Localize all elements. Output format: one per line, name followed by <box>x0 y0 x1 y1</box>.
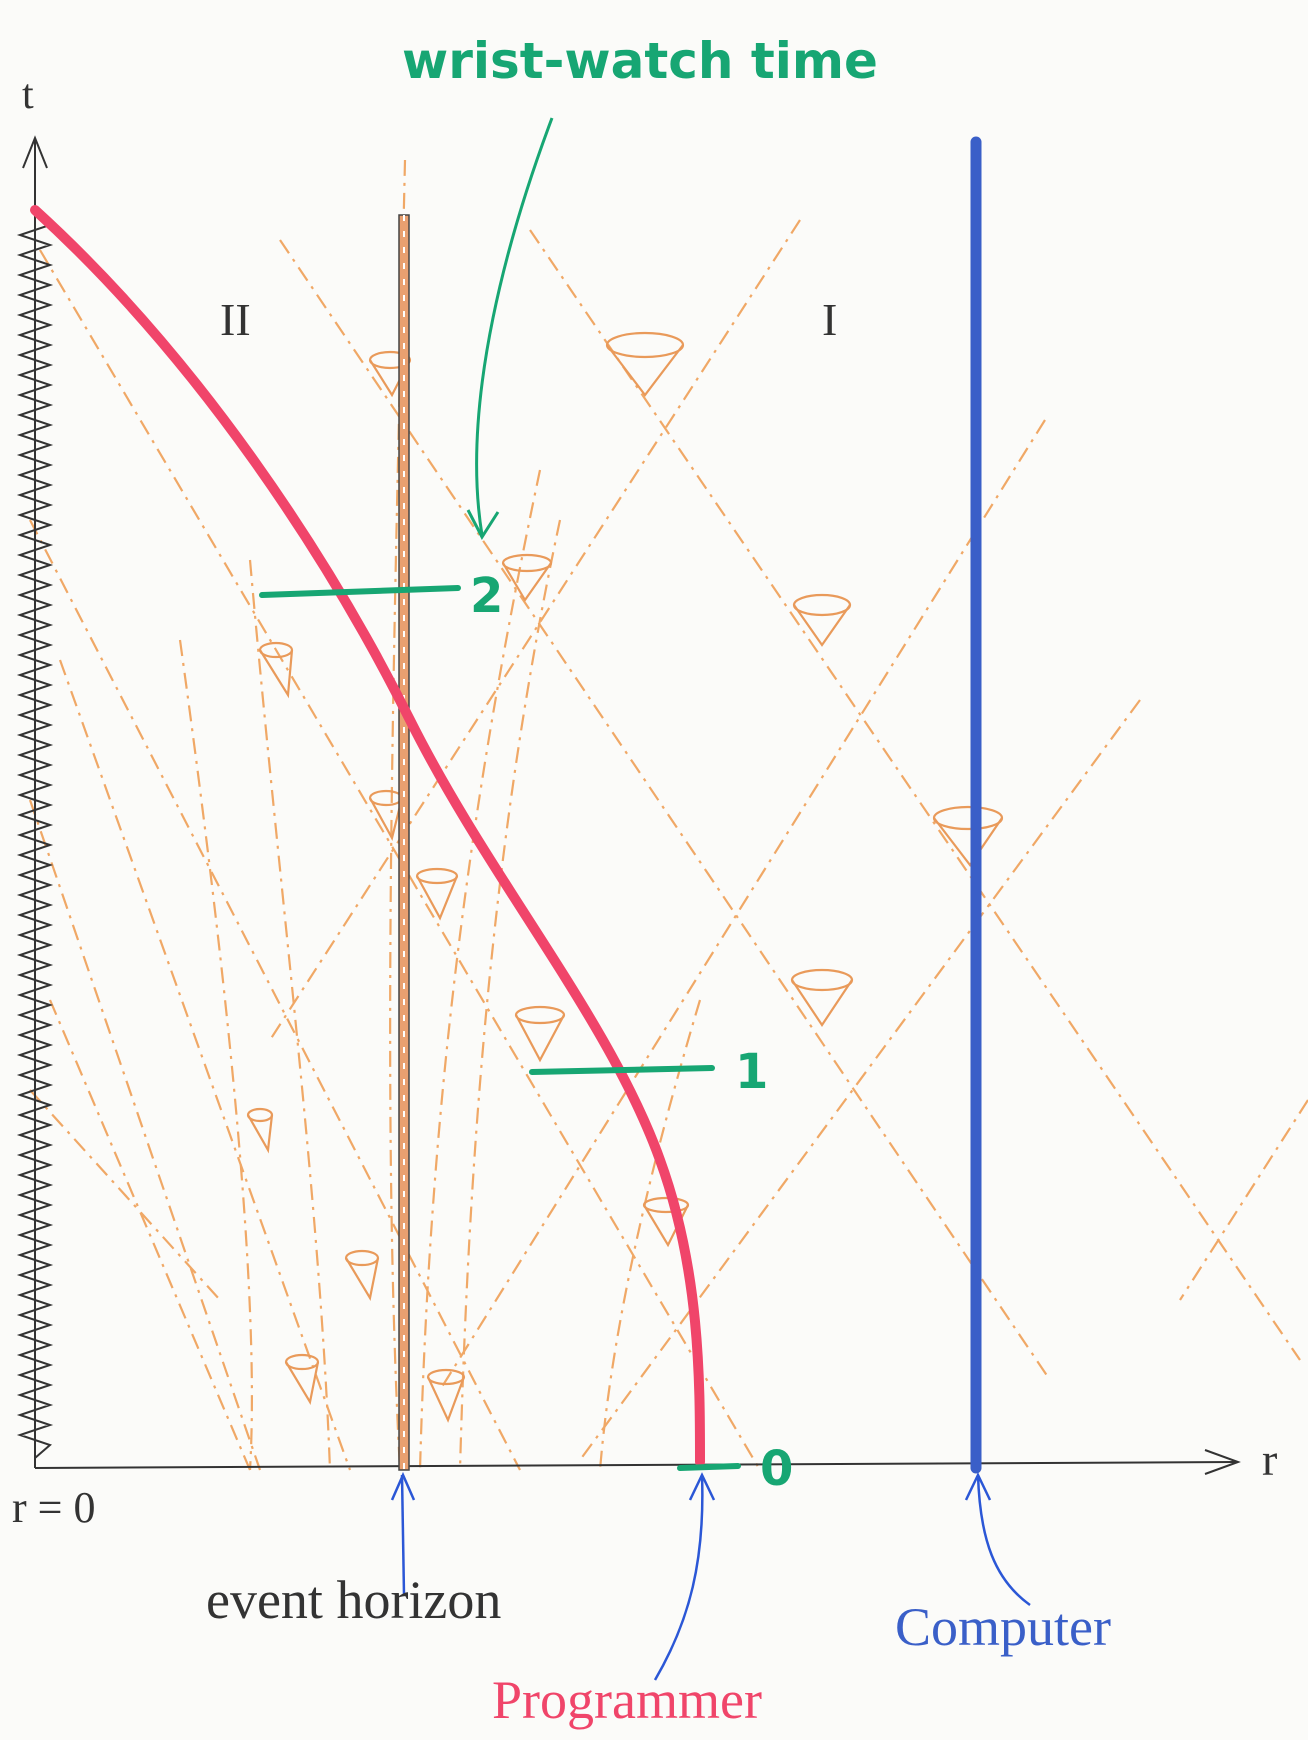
wrist-watch-arrow <box>466 117 554 540</box>
guide-line <box>29 1089 221 1301</box>
guide-line <box>279 239 1051 1381</box>
light-cone <box>415 867 459 921</box>
light-cone <box>932 805 1004 867</box>
guide-line <box>579 699 1141 1461</box>
r-axis <box>34 1449 1241 1475</box>
guide-line <box>439 419 1046 1391</box>
tick-label-2: 2 <box>470 568 503 624</box>
r-axis-label: r <box>1262 1434 1277 1485</box>
event-horizon-label: event horizon <box>206 1570 501 1630</box>
guide-line <box>458 519 562 1471</box>
origin-label: r = 0 <box>12 1483 95 1532</box>
guide-line <box>598 999 702 1471</box>
programmer-label: Programmer <box>492 1670 762 1730</box>
guide-line <box>48 999 252 1471</box>
light-cone <box>605 331 685 397</box>
singularity-zigzag <box>16 214 54 1459</box>
light-cone <box>344 1249 380 1302</box>
light-cone <box>792 593 852 647</box>
light-cone <box>790 968 854 1027</box>
light-cone <box>258 641 294 699</box>
tick-label-0: 0 <box>760 1441 793 1497</box>
tick-line-0 <box>677 1463 741 1471</box>
region-label-outside: I <box>822 294 837 345</box>
guide-line <box>58 659 352 1471</box>
light-cone <box>246 1107 274 1154</box>
computer-label: Computer <box>895 1597 1111 1657</box>
guide-line <box>418 469 542 1471</box>
light-cone <box>426 1368 466 1423</box>
region-label-inside: II <box>220 294 251 345</box>
computer-pointer <box>964 1472 1031 1607</box>
guide-line <box>178 639 254 1471</box>
light-cones <box>246 331 1004 1423</box>
tick-line-2 <box>259 585 461 598</box>
event-horizon-pointer <box>390 1471 416 1596</box>
light-cone <box>514 1005 566 1063</box>
light-cone-guides <box>28 159 1308 1471</box>
tick-line-1 <box>529 1065 715 1075</box>
guide-line <box>248 559 332 1471</box>
light-cone <box>368 789 404 841</box>
programmer-worldline <box>30 205 705 1467</box>
wrist-watch-label: wrist-watch time <box>402 32 878 90</box>
light-cone <box>284 1353 320 1406</box>
event-horizon-line <box>398 214 410 1471</box>
time-axis-label: t <box>22 72 34 118</box>
guide-line <box>28 799 262 1471</box>
guide-line <box>1179 1099 1308 1301</box>
programmer-pointer <box>653 1472 716 1681</box>
tick-label-1: 1 <box>735 1044 768 1100</box>
time-axis <box>22 135 48 1468</box>
guide-line <box>29 519 521 1471</box>
light-cone <box>501 553 553 603</box>
guide-line <box>529 229 1301 1361</box>
